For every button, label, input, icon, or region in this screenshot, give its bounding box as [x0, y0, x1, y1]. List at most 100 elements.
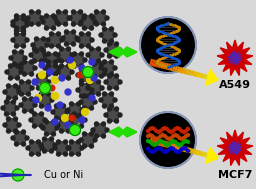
- Polygon shape: [176, 144, 180, 151]
- Circle shape: [165, 143, 168, 146]
- Circle shape: [39, 104, 44, 108]
- Circle shape: [33, 47, 37, 51]
- Polygon shape: [28, 142, 42, 154]
- Circle shape: [27, 92, 30, 96]
- Circle shape: [168, 129, 170, 132]
- Circle shape: [15, 17, 18, 21]
- Circle shape: [176, 142, 179, 145]
- Circle shape: [184, 147, 187, 150]
- Circle shape: [80, 67, 83, 71]
- Circle shape: [22, 29, 26, 33]
- Circle shape: [12, 112, 16, 116]
- Circle shape: [56, 70, 60, 74]
- Circle shape: [170, 137, 173, 139]
- Circle shape: [33, 112, 37, 116]
- Polygon shape: [206, 75, 209, 80]
- Circle shape: [68, 16, 72, 20]
- Circle shape: [108, 119, 112, 123]
- Circle shape: [47, 52, 50, 56]
- Circle shape: [113, 33, 117, 37]
- Circle shape: [33, 59, 37, 63]
- Polygon shape: [78, 69, 92, 81]
- Polygon shape: [193, 71, 196, 77]
- Polygon shape: [174, 144, 178, 150]
- Circle shape: [61, 115, 69, 122]
- Circle shape: [80, 112, 83, 116]
- Circle shape: [25, 20, 29, 24]
- Circle shape: [79, 138, 83, 142]
- Circle shape: [113, 98, 117, 102]
- Polygon shape: [195, 71, 198, 77]
- Circle shape: [15, 14, 18, 18]
- Circle shape: [67, 146, 71, 150]
- Circle shape: [45, 26, 48, 30]
- Circle shape: [29, 97, 34, 101]
- Polygon shape: [172, 65, 176, 71]
- Polygon shape: [154, 138, 158, 145]
- Circle shape: [39, 47, 44, 51]
- Text: Cu or Ni: Cu or Ni: [44, 170, 83, 180]
- Polygon shape: [204, 74, 207, 79]
- Circle shape: [155, 129, 158, 132]
- Circle shape: [67, 57, 73, 63]
- Polygon shape: [78, 84, 92, 96]
- Polygon shape: [193, 149, 196, 155]
- Circle shape: [51, 132, 56, 136]
- Circle shape: [5, 100, 8, 104]
- Circle shape: [72, 64, 77, 68]
- Polygon shape: [63, 32, 77, 44]
- Circle shape: [42, 149, 47, 153]
- Circle shape: [57, 58, 61, 62]
- Circle shape: [82, 106, 87, 110]
- Polygon shape: [174, 66, 178, 72]
- Circle shape: [29, 53, 33, 57]
- Circle shape: [46, 38, 50, 42]
- Circle shape: [76, 73, 80, 77]
- Circle shape: [47, 92, 50, 96]
- Circle shape: [110, 60, 113, 64]
- Polygon shape: [81, 96, 95, 108]
- Circle shape: [11, 38, 15, 42]
- Circle shape: [114, 42, 119, 46]
- Circle shape: [41, 20, 45, 24]
- Circle shape: [37, 140, 40, 144]
- Polygon shape: [71, 114, 85, 126]
- Circle shape: [37, 10, 40, 14]
- Circle shape: [26, 146, 30, 150]
- Circle shape: [148, 140, 152, 143]
- Circle shape: [9, 56, 13, 60]
- Circle shape: [22, 26, 26, 30]
- Circle shape: [90, 26, 93, 30]
- Circle shape: [90, 73, 94, 77]
- Circle shape: [41, 49, 46, 53]
- Circle shape: [100, 62, 103, 66]
- Circle shape: [55, 126, 59, 130]
- Circle shape: [100, 53, 104, 57]
- Polygon shape: [31, 49, 45, 61]
- Circle shape: [178, 150, 181, 153]
- Circle shape: [54, 64, 58, 68]
- Circle shape: [87, 82, 91, 86]
- Circle shape: [76, 88, 80, 92]
- Circle shape: [94, 10, 99, 14]
- Circle shape: [184, 135, 187, 138]
- Circle shape: [42, 137, 47, 141]
- Circle shape: [159, 135, 162, 138]
- Circle shape: [14, 117, 17, 121]
- Circle shape: [70, 123, 74, 127]
- Circle shape: [23, 60, 27, 64]
- Circle shape: [29, 152, 34, 156]
- Circle shape: [19, 66, 23, 70]
- Circle shape: [63, 140, 68, 144]
- Circle shape: [15, 26, 18, 30]
- Circle shape: [39, 92, 44, 96]
- Circle shape: [45, 14, 48, 18]
- Polygon shape: [106, 76, 120, 88]
- Polygon shape: [13, 19, 27, 31]
- Circle shape: [15, 106, 19, 110]
- Circle shape: [174, 133, 177, 136]
- Circle shape: [37, 152, 40, 156]
- Circle shape: [71, 42, 76, 46]
- Circle shape: [82, 16, 86, 20]
- Polygon shape: [181, 68, 185, 74]
